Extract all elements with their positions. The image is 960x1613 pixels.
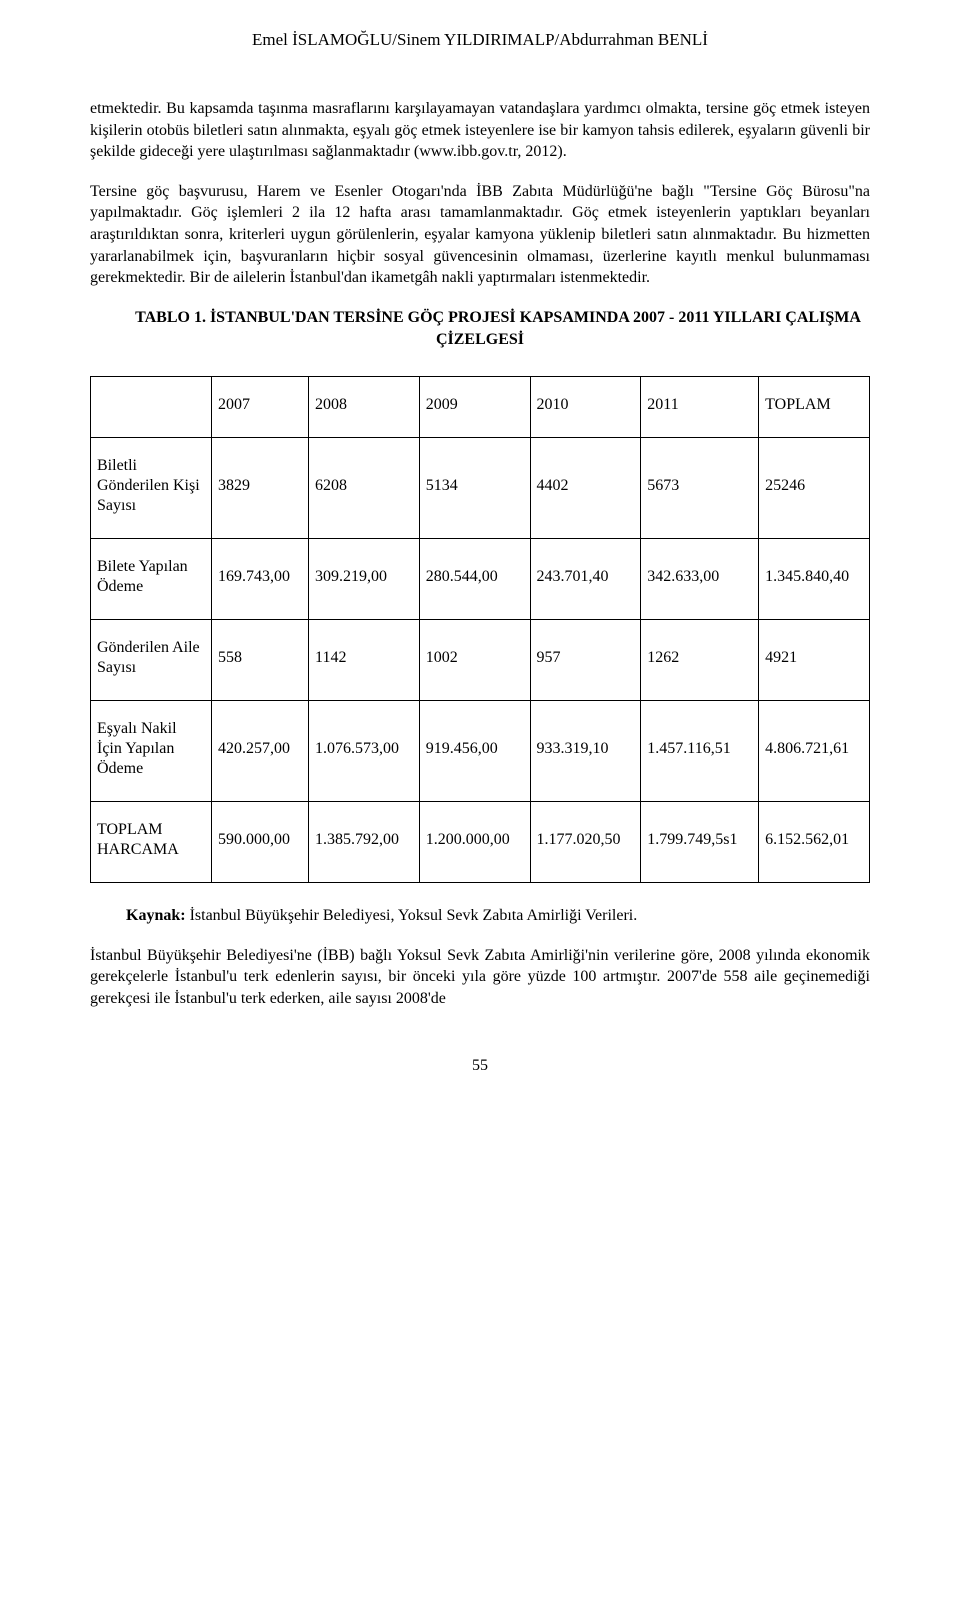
table-cell: 4.806.721,61 (759, 700, 870, 801)
row-label: TOPLAM HARCAMA (91, 801, 212, 882)
table-cell: 4921 (759, 619, 870, 700)
table-cell: 1002 (419, 619, 530, 700)
table-cell: 919.456,00 (419, 700, 530, 801)
table-cell: 558 (212, 619, 309, 700)
table-cell: 5673 (641, 437, 759, 538)
table-row: Eşyalı Nakil İçin Yapılan Ödeme 420.257,… (91, 700, 870, 801)
table-cell: 1.385.792,00 (309, 801, 420, 882)
page-header-authors: Emel İSLAMOĞLU/Sinem YILDIRIMALP/Abdurra… (90, 30, 870, 50)
row-label: Gönderilen Aile Sayısı (91, 619, 212, 700)
table-cell: 1.076.573,00 (309, 700, 420, 801)
table-cell: 590.000,00 (212, 801, 309, 882)
table-header-2011: 2011 (641, 376, 759, 437)
table-header-toplam: TOPLAM (759, 376, 870, 437)
table-header-2007: 2007 (212, 376, 309, 437)
table-row: TOPLAM HARCAMA 590.000,00 1.385.792,00 1… (91, 801, 870, 882)
table-cell: 6208 (309, 437, 420, 538)
data-table: 2007 2008 2009 2010 2011 TOPLAM Biletli … (90, 376, 870, 883)
page-container: Emel İSLAMOĞLU/Sinem YILDIRIMALP/Abdurra… (0, 0, 960, 1125)
table-row: Bilete Yapılan Ödeme 169.743,00 309.219,… (91, 538, 870, 619)
table-cell: 957 (530, 619, 641, 700)
table-cell: 420.257,00 (212, 700, 309, 801)
row-label: Eşyalı Nakil İçin Yapılan Ödeme (91, 700, 212, 801)
table-cell: 3829 (212, 437, 309, 538)
table-cell: 25246 (759, 437, 870, 538)
row-label: Bilete Yapılan Ödeme (91, 538, 212, 619)
table-cell: 6.152.562,01 (759, 801, 870, 882)
table-title: TABLO 1. İSTANBUL'DAN TERSİNE GÖÇ PROJES… (90, 307, 870, 352)
table-cell: 1.345.840,40 (759, 538, 870, 619)
table-header-blank (91, 376, 212, 437)
table-header-2009: 2009 (419, 376, 530, 437)
table-cell: 5134 (419, 437, 530, 538)
source-line: Kaynak: İstanbul Büyükşehir Belediyesi, … (90, 907, 870, 925)
table-cell: 4402 (530, 437, 641, 538)
table-cell: 280.544,00 (419, 538, 530, 619)
table-cell: 1.457.116,51 (641, 700, 759, 801)
table-cell: 1142 (309, 619, 420, 700)
table-row: Biletli Gönderilen Kişi Sayısı 3829 6208… (91, 437, 870, 538)
table-cell: 243.701,40 (530, 538, 641, 619)
table-cell: 309.219,00 (309, 538, 420, 619)
table-header-row: 2007 2008 2009 2010 2011 TOPLAM (91, 376, 870, 437)
table-cell: 1.200.000,00 (419, 801, 530, 882)
table-header-2008: 2008 (309, 376, 420, 437)
table-cell: 1.799.749,5s1 (641, 801, 759, 882)
table-header-2010: 2010 (530, 376, 641, 437)
table-cell: 169.743,00 (212, 538, 309, 619)
table-cell: 1.177.020,50 (530, 801, 641, 882)
paragraph-3: İstanbul Büyükşehir Belediyesi'ne (İBB) … (90, 945, 870, 1010)
table-cell: 1262 (641, 619, 759, 700)
page-number: 55 (90, 1057, 870, 1075)
source-label: Kaynak: (126, 907, 186, 924)
paragraph-2: Tersine göç başvurusu, Harem ve Esenler … (90, 181, 870, 289)
paragraph-1: etmektedir. Bu kapsamda taşınma masrafla… (90, 98, 870, 163)
table-row: Gönderilen Aile Sayısı 558 1142 1002 957… (91, 619, 870, 700)
source-text: İstanbul Büyükşehir Belediyesi, Yoksul S… (186, 907, 638, 924)
table-cell: 342.633,00 (641, 538, 759, 619)
table-cell: 933.319,10 (530, 700, 641, 801)
row-label: Biletli Gönderilen Kişi Sayısı (91, 437, 212, 538)
